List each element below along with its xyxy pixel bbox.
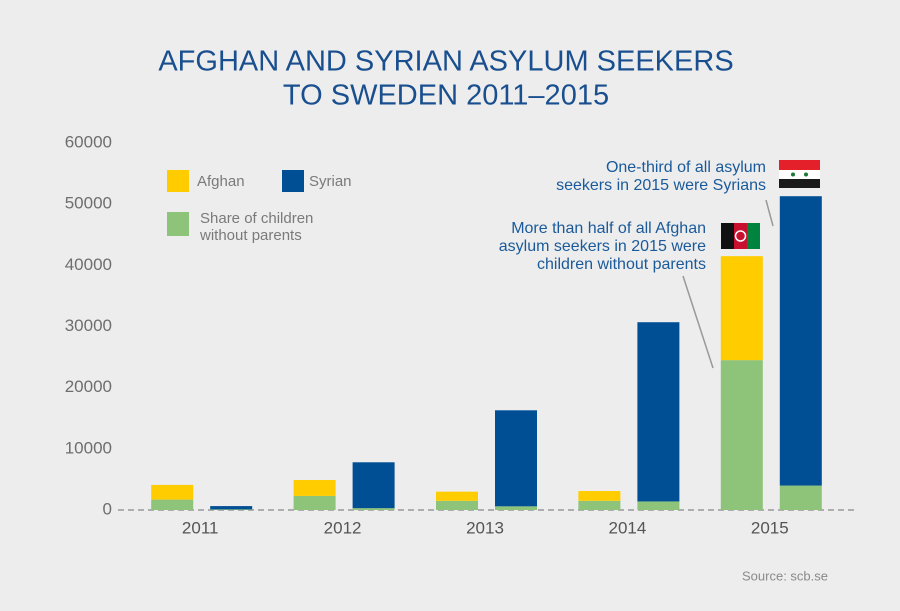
bar-segment [352,462,395,509]
legend-swatch [167,212,189,236]
legend-label: Share of children without parents [200,210,314,244]
leader-line [765,199,774,227]
annotation: asylum seekers in 2015 were [499,238,706,255]
chart-title: TO SWEDEN 2011–2015 [283,80,609,112]
bar-segment [436,500,478,510]
y-tick-label: 20000 [65,377,112,396]
x-tick-label: 2012 [324,518,362,537]
chart-title: AFGHAN AND SYRIAN ASYLUM SEEKERS [158,46,733,78]
leader-line [682,275,714,369]
y-tick-label: 0 [103,499,112,518]
bar-segment [210,506,253,510]
annotation: seekers in 2015 were Syrians [556,177,766,194]
bar-segment [352,508,395,510]
source: Source: scb.se [742,568,828,583]
bar-segment [436,491,478,501]
x-tick-label: 2015 [751,518,789,537]
y-tick-label: 40000 [65,255,112,274]
bar-segment [293,480,336,496]
bar-segment [293,495,336,510]
bar-segment [151,499,194,510]
legend-swatch [167,170,189,192]
bar-segment [210,509,253,510]
bar-segment [495,410,537,507]
annotation: children without parents [537,256,706,273]
bar-segment [151,484,194,500]
y-tick-label: 10000 [65,438,112,457]
bar-segment [720,360,763,510]
bar-segment [720,256,763,361]
legend-swatch [282,170,304,192]
bar-segment [578,491,621,501]
legend-label: Afghan [197,173,245,190]
syria-flag [779,160,820,188]
bar-segment [637,501,680,510]
y-tick-label: 30000 [65,316,112,335]
afghanistan-flag [721,223,760,249]
annotation: More than half of all Afghan [511,220,706,237]
bar-segment [779,485,822,510]
y-tick-label: 50000 [65,194,112,213]
bar-segment [637,322,680,502]
bar-segment [495,506,537,510]
bar-segment [578,500,621,510]
bar-segment [779,196,822,486]
annotation: One-third of all asylum [606,159,766,176]
x-tick-label: 2011 [182,518,219,537]
x-tick-label: 2014 [608,518,646,537]
y-tick-label: 60000 [65,132,112,151]
legend-label: Syrian [309,173,352,190]
x-tick-label: 2013 [466,518,504,537]
